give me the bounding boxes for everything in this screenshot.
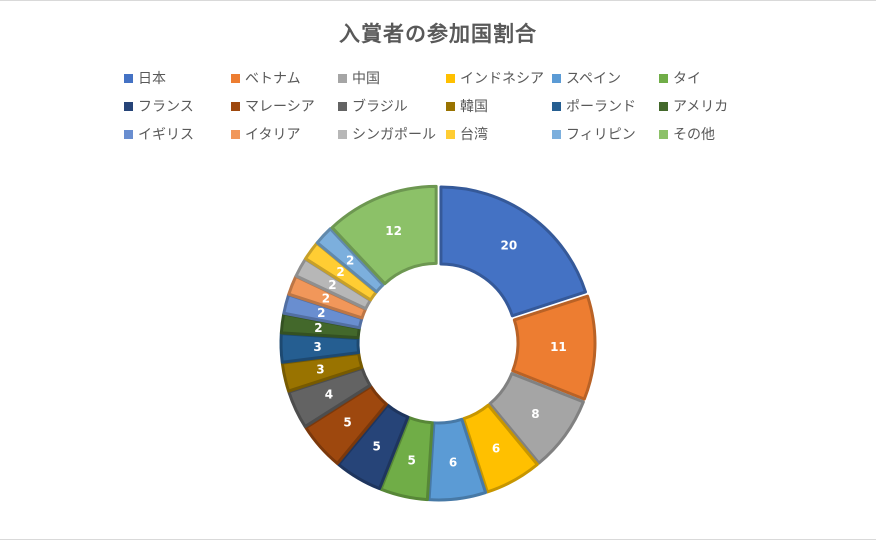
legend-label: シンガポール: [352, 127, 436, 143]
legend-item: イギリス: [124, 124, 194, 144]
legend-swatch: [552, 73, 561, 83]
legend-item: インドネシア: [446, 68, 544, 88]
legend-item: 中国: [338, 68, 380, 88]
legend-swatch: [231, 101, 240, 111]
legend-item: イタリア: [231, 124, 300, 144]
legend-label: イギリス: [138, 127, 194, 143]
legend-item: フィリピン: [552, 124, 636, 144]
data-label: 2: [328, 278, 336, 292]
legend-item: 韓国: [446, 96, 488, 116]
data-label: 2: [322, 292, 330, 306]
data-label: 8: [531, 407, 539, 421]
donut-slice: [315, 227, 385, 294]
legend-label: 台湾: [460, 127, 488, 143]
legend-swatch: [338, 101, 347, 111]
legend-swatch: [124, 101, 133, 111]
legend-label: アメリカ: [673, 99, 729, 115]
legend-item: タイ: [659, 68, 701, 88]
legend-swatch: [338, 73, 347, 83]
legend-label: フランス: [138, 99, 194, 115]
legend-item: フランス: [124, 96, 194, 116]
legend-swatch: [124, 129, 133, 139]
donut-slice: [511, 294, 597, 401]
legend-swatch: [231, 129, 240, 139]
data-label: 20: [500, 239, 517, 253]
legend-swatch: [659, 101, 668, 111]
legend-swatch: [446, 101, 455, 111]
legend-swatch: [231, 73, 240, 83]
data-label: 3: [313, 340, 321, 354]
legend-item: ベトナム: [231, 68, 301, 88]
legend-item: 台湾: [446, 124, 488, 144]
legend-item: 日本: [124, 68, 166, 88]
legend-swatch: [338, 129, 347, 139]
data-label: 5: [372, 440, 380, 454]
legend-label: ベトナム: [245, 71, 301, 87]
legend-label: 日本: [138, 71, 166, 87]
legend-label: フィリピン: [566, 127, 636, 143]
legend-label: イタリア: [245, 127, 301, 143]
legend-label: タイ: [673, 71, 701, 87]
donut-slice: [379, 416, 434, 502]
data-label: 2: [346, 254, 354, 268]
legend-item: アメリカ: [659, 96, 728, 116]
legend-item: ポーランド: [552, 96, 636, 116]
legend-swatch: [552, 129, 561, 139]
data-label: 2: [314, 321, 322, 335]
legend-swatch: [446, 73, 455, 83]
donut-slice: [439, 185, 587, 318]
data-label: 4: [325, 387, 333, 401]
legend-label: ブラジル: [352, 99, 408, 115]
legend-swatch: [124, 73, 133, 83]
legend-label: 韓国: [460, 99, 488, 115]
data-label: 2: [317, 306, 325, 320]
legend-label: 中国: [352, 71, 380, 87]
data-label: 5: [343, 416, 351, 430]
donut-slice: [488, 372, 585, 465]
legend-label: インドネシア: [460, 71, 544, 87]
legend-item: その他: [659, 124, 715, 144]
top-border: [0, 0, 876, 1]
legend-swatch: [446, 129, 455, 139]
data-label: 6: [492, 442, 500, 456]
data-label: 5: [408, 454, 416, 468]
legend-label: スペイン: [566, 71, 622, 87]
legend-label: その他: [673, 127, 715, 143]
legend-label: ポーランド: [566, 99, 636, 115]
data-label: 11: [550, 340, 567, 354]
legend-item: ブラジル: [338, 96, 408, 116]
donut-slice: [427, 417, 488, 502]
legend-swatch: [659, 129, 668, 139]
legend-item: スペイン: [552, 68, 621, 88]
data-label: 3: [316, 362, 324, 376]
data-label: 12: [385, 224, 402, 238]
legend-swatch: [552, 101, 561, 111]
chart-title: 入賞者の参加国割合: [339, 22, 537, 46]
legend-swatch: [659, 73, 668, 83]
donut-slice: [330, 184, 438, 286]
legend-item: シンガポール: [338, 124, 436, 144]
data-label: 2: [336, 265, 344, 279]
legend-item: マレーシア: [231, 96, 315, 116]
donut-slice: [462, 403, 539, 494]
data-label: 6: [449, 456, 457, 470]
donut-slice: [337, 403, 410, 491]
legend-label: マレーシア: [245, 99, 315, 115]
